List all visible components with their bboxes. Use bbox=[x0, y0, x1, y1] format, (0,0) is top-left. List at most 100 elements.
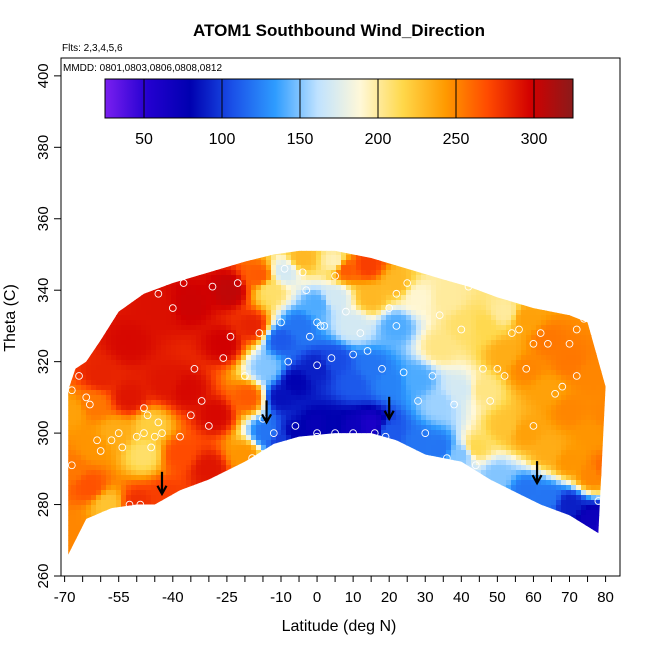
heatmap-cell bbox=[396, 330, 402, 336]
heatmap-cell bbox=[411, 335, 417, 341]
heatmap-cell bbox=[421, 260, 427, 266]
heatmap-cell bbox=[176, 555, 182, 561]
heatmap-cell bbox=[251, 275, 257, 281]
heatmap-cell bbox=[276, 530, 282, 536]
heatmap-cell bbox=[401, 270, 407, 276]
heatmap-cell bbox=[221, 430, 227, 436]
heatmap-cell bbox=[326, 455, 332, 461]
heatmap-cell bbox=[331, 245, 337, 251]
heatmap-cell bbox=[156, 275, 162, 281]
heatmap-cell bbox=[206, 430, 212, 436]
heatmap-cell bbox=[181, 445, 187, 451]
heatmap-cell bbox=[91, 570, 97, 576]
heatmap-cell bbox=[231, 280, 237, 286]
heatmap-cell bbox=[356, 255, 362, 261]
heatmap-cell bbox=[176, 475, 182, 481]
heatmap-cell bbox=[326, 400, 332, 406]
heatmap-cell bbox=[326, 430, 332, 436]
heatmap-cell bbox=[381, 440, 387, 446]
heatmap-cell bbox=[426, 350, 432, 356]
heatmap-cell bbox=[126, 385, 132, 391]
heatmap-cell bbox=[86, 455, 92, 461]
heatmap-cell bbox=[301, 245, 307, 251]
heatmap-cell bbox=[136, 560, 142, 566]
heatmap-cell bbox=[401, 290, 407, 296]
heatmap-cell bbox=[61, 295, 67, 301]
heatmap-cell bbox=[96, 310, 102, 316]
heatmap-cell bbox=[351, 525, 357, 531]
heatmap-cell bbox=[146, 455, 152, 461]
heatmap-cell bbox=[326, 340, 332, 346]
heatmap-cell bbox=[346, 475, 352, 481]
heatmap-cell bbox=[281, 565, 287, 571]
heatmap-cell bbox=[136, 315, 142, 321]
heatmap-cell bbox=[121, 420, 127, 426]
heatmap-cell bbox=[291, 470, 297, 476]
heatmap-cell bbox=[131, 470, 137, 476]
heatmap-cell bbox=[406, 565, 412, 571]
heatmap-cell bbox=[301, 255, 307, 261]
heatmap-cell bbox=[171, 405, 177, 411]
heatmap-cell bbox=[176, 355, 182, 361]
heatmap-cell bbox=[266, 505, 272, 511]
heatmap-cell bbox=[96, 270, 102, 276]
heatmap-cell bbox=[76, 530, 82, 536]
heatmap-cell bbox=[376, 390, 382, 396]
heatmap-cell bbox=[236, 435, 242, 441]
heatmap-cell bbox=[376, 270, 382, 276]
heatmap-cell bbox=[336, 290, 342, 296]
heatmap-cell bbox=[366, 310, 372, 316]
heatmap-cell bbox=[401, 245, 407, 251]
heatmap-cell bbox=[76, 500, 82, 506]
heatmap-cell bbox=[356, 295, 362, 301]
heatmap-cell bbox=[206, 450, 212, 456]
heatmap-cell bbox=[396, 380, 402, 386]
heatmap-cell bbox=[71, 330, 77, 336]
heatmap-cell bbox=[116, 360, 122, 366]
heatmap-cell bbox=[256, 260, 262, 266]
heatmap-cell bbox=[326, 255, 332, 261]
heatmap-cell bbox=[206, 395, 212, 401]
heatmap-cell bbox=[426, 315, 432, 321]
heatmap-cell bbox=[416, 535, 422, 541]
heatmap-cell bbox=[276, 270, 282, 276]
heatmap-cell bbox=[361, 510, 367, 516]
heatmap-cell bbox=[336, 395, 342, 401]
heatmap-cell bbox=[371, 355, 377, 361]
heatmap-cell bbox=[341, 515, 347, 521]
heatmap-cell bbox=[296, 375, 302, 381]
heatmap-cell bbox=[96, 280, 102, 286]
heatmap-cell bbox=[301, 270, 307, 276]
heatmap-cell bbox=[181, 410, 187, 416]
heatmap-cell bbox=[411, 480, 417, 486]
heatmap-cell bbox=[246, 410, 252, 416]
heatmap-cell bbox=[406, 315, 412, 321]
heatmap-cell bbox=[276, 445, 282, 451]
heatmap-cell bbox=[371, 530, 377, 536]
heatmap-cell bbox=[346, 320, 352, 326]
heatmap-cell bbox=[301, 355, 307, 361]
heatmap-cell bbox=[71, 420, 77, 426]
heatmap-cell bbox=[351, 270, 357, 276]
heatmap-cell bbox=[68, 410, 72, 416]
heatmap-cell bbox=[396, 400, 402, 406]
heatmap-cell bbox=[371, 455, 377, 461]
heatmap-cell bbox=[356, 335, 362, 341]
heatmap-cell bbox=[401, 300, 407, 306]
heatmap-cell bbox=[196, 470, 202, 476]
heatmap-cell bbox=[281, 475, 287, 481]
heatmap-cell bbox=[191, 505, 197, 511]
heatmap-cell bbox=[351, 475, 357, 481]
heatmap-cell bbox=[201, 515, 207, 521]
heatmap-cell bbox=[351, 385, 357, 391]
heatmap-cell bbox=[241, 265, 247, 271]
heatmap-cell bbox=[371, 285, 377, 291]
heatmap-cell bbox=[291, 545, 297, 551]
heatmap-cell bbox=[396, 525, 402, 531]
heatmap-cell bbox=[381, 470, 387, 476]
heatmap-cell bbox=[291, 380, 297, 386]
heatmap-cell bbox=[306, 425, 312, 431]
heatmap-cell bbox=[271, 555, 277, 561]
heatmap-cell bbox=[211, 515, 217, 521]
heatmap-cell bbox=[326, 560, 332, 566]
